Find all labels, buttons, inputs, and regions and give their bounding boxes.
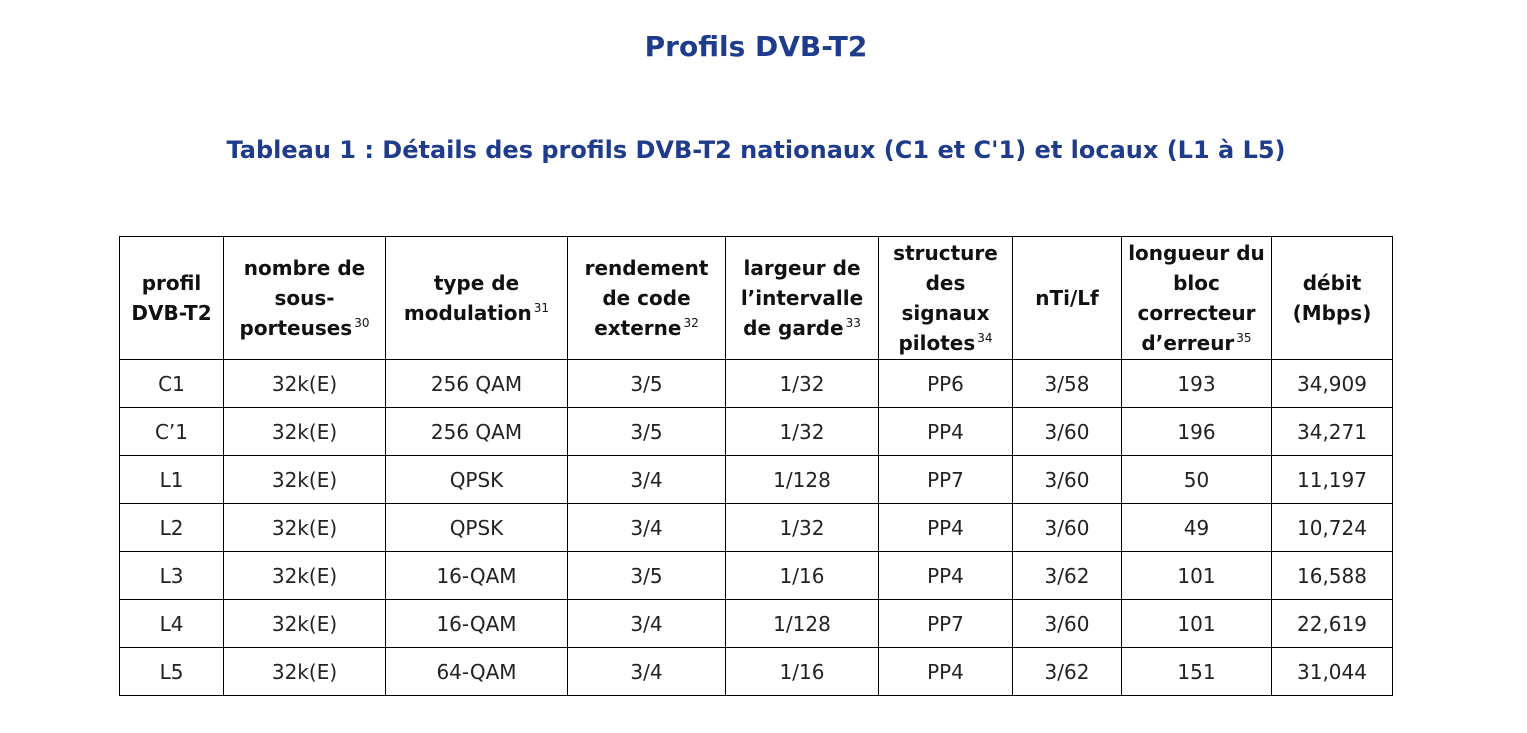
cell-modulation: QPSK [385,503,568,552]
cell-profil: C1 [119,359,224,408]
cell-sous-porteuses: 32k(E) [223,455,386,504]
header-sous-porteuses: nombre de sous-porteuses 30 [223,236,386,360]
cell-profil: L3 [119,551,224,600]
cell-signaux-pilotes: PP6 [878,359,1013,408]
cell-debit: 31,044 [1271,647,1393,696]
cell-intervalle-garde: 1/32 [725,503,879,552]
cell-modulation: 16-QAM [385,551,568,600]
table-row: C’1 32k(E) 256 QAM 3/5 1/32 PP4 3/60 196… [119,407,1393,456]
header-intervalle-garde: largeur de l’intervalle de garde 33 [725,236,879,360]
cell-rendement: 3/4 [567,647,726,696]
cell-profil: L1 [119,455,224,504]
cell-intervalle-garde: 1/128 [725,599,879,648]
cell-nti-lf: 3/60 [1012,599,1122,648]
cell-rendement: 3/5 [567,359,726,408]
cell-nti-lf: 3/62 [1012,647,1122,696]
cell-signaux-pilotes: PP4 [878,551,1013,600]
cell-sous-porteuses: 32k(E) [223,503,386,552]
cell-sous-porteuses: 32k(E) [223,551,386,600]
cell-intervalle-garde: 1/16 [725,647,879,696]
cell-longueur-bloc: 101 [1121,551,1272,600]
cell-sous-porteuses: 32k(E) [223,359,386,408]
cell-profil: L2 [119,503,224,552]
cell-profil: L5 [119,647,224,696]
cell-nti-lf: 3/60 [1012,503,1122,552]
cell-profil: L4 [119,599,224,648]
cell-rendement: 3/4 [567,455,726,504]
cell-rendement: 3/4 [567,599,726,648]
cell-nti-lf: 3/60 [1012,407,1122,456]
header-profil: profil DVB-T2 [119,236,224,360]
page-title: Profils DVB-T2 [644,30,868,63]
cell-rendement: 3/4 [567,503,726,552]
cell-intervalle-garde: 1/16 [725,551,879,600]
cell-signaux-pilotes: PP4 [878,503,1013,552]
footnote-ref: 34 [977,331,993,346]
cell-signaux-pilotes: PP7 [878,455,1013,504]
cell-modulation: 256 QAM [385,359,568,408]
table-row: L3 32k(E) 16-QAM 3/5 1/16 PP4 3/62 101 1… [119,551,1393,600]
cell-intervalle-garde: 1/128 [725,455,879,504]
cell-modulation: 16-QAM [385,599,568,648]
header-debit: débit (Mbps) [1271,236,1393,360]
cell-nti-lf: 3/62 [1012,551,1122,600]
table-body: C1 32k(E) 256 QAM 3/5 1/32 PP6 3/58 193 … [119,359,1393,696]
footnote-ref: 30 [354,316,370,331]
cell-nti-lf: 3/58 [1012,359,1122,408]
table-row: L5 32k(E) 64-QAM 3/4 1/16 PP4 3/62 151 3… [119,647,1393,696]
table-caption: Tableau 1 : Détails des profils DVB-T2 n… [226,136,1286,164]
table-row: L1 32k(E) QPSK 3/4 1/128 PP7 3/60 50 11,… [119,455,1393,504]
profiles-table: profil DVB-T2 nombre de sous-porteuses 30… [119,236,1393,696]
cell-longueur-bloc: 196 [1121,407,1272,456]
header-modulation: type de modulation 31 [385,236,568,360]
cell-intervalle-garde: 1/32 [725,359,879,408]
footnote-ref: 33 [845,316,861,331]
cell-longueur-bloc: 49 [1121,503,1272,552]
cell-longueur-bloc: 50 [1121,455,1272,504]
cell-debit: 22,619 [1271,599,1393,648]
cell-modulation: 64-QAM [385,647,568,696]
cell-longueur-bloc: 151 [1121,647,1272,696]
cell-sous-porteuses: 32k(E) [223,407,386,456]
footnote-ref: 31 [533,301,550,316]
cell-signaux-pilotes: PP4 [878,647,1013,696]
header-rendement: rendement de code externe 32 [567,236,726,360]
cell-signaux-pilotes: PP7 [878,599,1013,648]
cell-modulation: 256 QAM [385,407,568,456]
header-signaux-pilotes: structure des signaux pilotes 34 [878,236,1013,360]
footnote-ref: 32 [683,316,699,331]
cell-rendement: 3/5 [567,551,726,600]
table-row: L4 32k(E) 16-QAM 3/4 1/128 PP7 3/60 101 … [119,599,1393,648]
table-row: C1 32k(E) 256 QAM 3/5 1/32 PP6 3/58 193 … [119,359,1393,408]
cell-debit: 11,197 [1271,455,1393,504]
cell-debit: 10,724 [1271,503,1393,552]
table-row: L2 32k(E) QPSK 3/4 1/32 PP4 3/60 49 10,7… [119,503,1393,552]
cell-longueur-bloc: 101 [1121,599,1272,648]
cell-intervalle-garde: 1/32 [725,407,879,456]
cell-debit: 16,588 [1271,551,1393,600]
header-row: profil DVB-T2 nombre de sous-porteuses 30… [119,236,1393,360]
cell-nti-lf: 3/60 [1012,455,1122,504]
cell-signaux-pilotes: PP4 [878,407,1013,456]
cell-sous-porteuses: 32k(E) [223,599,386,648]
cell-longueur-bloc: 193 [1121,359,1272,408]
cell-sous-porteuses: 32k(E) [223,647,386,696]
cell-debit: 34,271 [1271,407,1393,456]
cell-modulation: QPSK [385,455,568,504]
cell-profil: C’1 [119,407,224,456]
cell-debit: 34,909 [1271,359,1393,408]
cell-rendement: 3/5 [567,407,726,456]
header-longueur-bloc: longueur du bloc correcteur d’erreur 35 [1121,236,1272,360]
footnote-ref: 35 [1236,331,1252,346]
header-nti-lf: nTi/Lf [1012,236,1122,360]
